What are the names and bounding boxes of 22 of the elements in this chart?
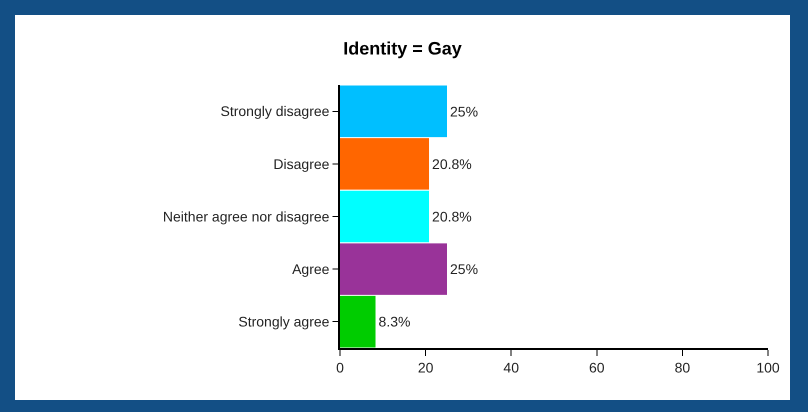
data-label: 8.3% xyxy=(378,314,410,330)
y-tick-label: Neither agree nor disagree xyxy=(162,208,330,224)
data-label: 20.8% xyxy=(432,208,472,224)
data-label: 25% xyxy=(450,261,478,278)
bar xyxy=(340,138,430,190)
y-tick-label: Agree xyxy=(292,261,330,277)
bar xyxy=(340,190,430,242)
data-label: 20.8% xyxy=(432,156,472,172)
x-tick-label: 40 xyxy=(503,360,520,376)
chart-title: Identity = Gay xyxy=(343,38,462,59)
data-label: 25% xyxy=(450,103,478,120)
y-tick-label: Disagree xyxy=(273,156,330,172)
y-tick-label: Strongly agree xyxy=(238,314,330,330)
bar xyxy=(340,86,447,138)
x-tick-label: 100 xyxy=(756,360,780,376)
x-tick-label: 0 xyxy=(336,360,344,376)
x-tick-label: 80 xyxy=(674,360,690,376)
bar xyxy=(340,296,376,348)
x-tick-label: 60 xyxy=(589,360,605,376)
bar xyxy=(340,243,447,295)
x-tick-label: 20 xyxy=(418,360,434,376)
y-tick-label: Strongly disagree xyxy=(220,103,330,120)
